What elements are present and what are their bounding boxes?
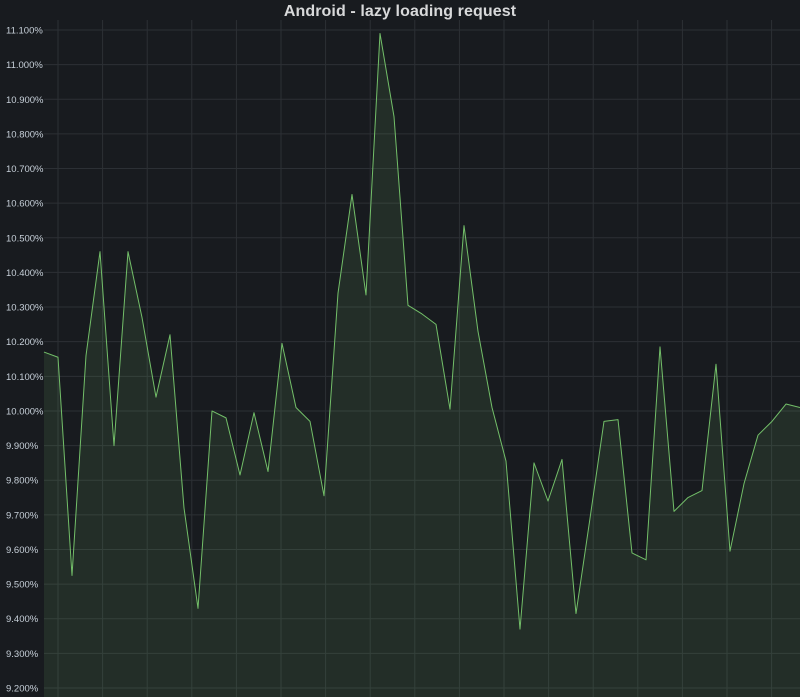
data-point[interactable] — [770, 419, 774, 423]
data-point[interactable] — [350, 193, 354, 197]
data-point[interactable] — [84, 354, 88, 358]
y-tick-label: 9.800% — [6, 476, 39, 487]
data-point[interactable] — [686, 496, 690, 500]
data-point[interactable] — [392, 115, 396, 119]
data-point[interactable] — [672, 509, 676, 513]
y-tick-label: 10.900% — [6, 95, 44, 106]
y-tick-label: 10.100% — [6, 372, 44, 383]
data-point[interactable] — [112, 444, 116, 448]
y-tick-label: 10.300% — [6, 303, 44, 314]
data-point[interactable] — [140, 315, 144, 319]
data-point[interactable] — [560, 457, 564, 461]
data-point[interactable] — [462, 224, 466, 228]
data-point[interactable] — [280, 341, 284, 345]
data-point[interactable] — [714, 362, 718, 366]
y-tick-label: 10.400% — [6, 268, 44, 279]
data-point[interactable] — [756, 433, 760, 437]
data-point[interactable] — [700, 489, 704, 493]
data-point[interactable] — [742, 482, 746, 486]
data-point[interactable] — [98, 250, 102, 254]
y-tick-label: 10.700% — [6, 164, 44, 175]
data-point[interactable] — [644, 558, 648, 562]
data-point[interactable] — [546, 499, 550, 503]
data-point[interactable] — [574, 612, 578, 616]
data-point[interactable] — [616, 418, 620, 422]
data-point[interactable] — [434, 322, 438, 326]
y-tick-label: 11.000% — [6, 60, 43, 71]
data-point[interactable] — [602, 419, 606, 423]
y-tick-label: 9.700% — [6, 510, 39, 521]
y-tick-label: 10.200% — [6, 337, 44, 348]
data-point[interactable] — [56, 355, 60, 359]
data-point[interactable] — [630, 551, 634, 555]
data-point[interactable] — [224, 416, 228, 420]
data-point[interactable] — [728, 549, 732, 553]
data-point[interactable] — [448, 407, 452, 411]
y-tick-label: 11.100% — [6, 26, 43, 37]
data-point[interactable] — [406, 303, 410, 307]
y-tick-label: 9.400% — [6, 614, 39, 625]
data-point[interactable] — [532, 461, 536, 465]
grid — [44, 20, 800, 697]
y-tick-label: 9.200% — [6, 684, 39, 695]
data-point[interactable] — [504, 459, 508, 463]
data-point[interactable] — [322, 494, 326, 498]
data-point[interactable] — [196, 606, 200, 610]
data-point[interactable] — [420, 312, 424, 316]
y-tick-label: 9.900% — [6, 441, 39, 452]
data-point[interactable] — [266, 470, 270, 474]
y-tick-label: 10.600% — [6, 199, 44, 210]
data-point[interactable] — [154, 395, 158, 399]
data-point[interactable] — [70, 573, 74, 577]
data-point[interactable] — [378, 31, 382, 35]
data-point[interactable] — [168, 333, 172, 337]
data-point[interactable] — [588, 516, 592, 520]
series-line — [43, 32, 800, 630]
data-point[interactable] — [210, 409, 214, 413]
data-point[interactable] — [182, 506, 186, 510]
data-point[interactable] — [490, 405, 494, 409]
data-point[interactable] — [294, 405, 298, 409]
y-tick-label: 10.500% — [6, 233, 44, 244]
y-tick-label: 9.500% — [6, 580, 39, 591]
panel-title: Android - lazy loading request — [283, 3, 517, 20]
series-area — [44, 33, 800, 697]
data-point[interactable] — [252, 411, 256, 415]
data-point[interactable] — [658, 345, 662, 349]
data-point[interactable] — [784, 402, 788, 406]
y-tick-label: 10.000% — [6, 406, 44, 417]
y-tick-label: 9.600% — [6, 545, 39, 556]
data-point[interactable] — [364, 293, 368, 297]
data-point[interactable] — [42, 350, 46, 354]
y-tick-label: 9.300% — [6, 649, 39, 660]
data-point[interactable] — [126, 250, 130, 254]
y-tick-label: 10.800% — [6, 129, 44, 140]
data-point[interactable] — [336, 291, 340, 295]
series-area-layer — [44, 33, 800, 697]
data-point[interactable] — [518, 627, 522, 631]
data-point[interactable] — [476, 329, 480, 333]
y-axis-ticks: 11.100% 11.000% 10.900% 10.800% 10.700% 10.60… — [6, 26, 44, 695]
data-point[interactable] — [238, 473, 242, 477]
series-line-layer — [42, 31, 800, 631]
data-point[interactable] — [308, 419, 312, 423]
